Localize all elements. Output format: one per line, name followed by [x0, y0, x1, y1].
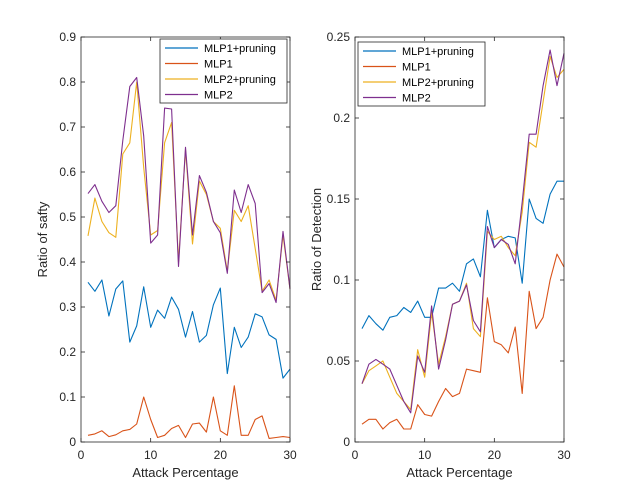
legend-entry: MLP2 — [402, 93, 431, 105]
axes-box — [80, 36, 291, 443]
series-line-mlp2 — [361, 49, 565, 414]
y-tick-label: 0.05 — [327, 354, 351, 368]
y-tick-label: 0 — [69, 435, 76, 449]
y-axis-label: Ratio of Detection — [309, 188, 324, 291]
legend: MLP1+pruning MLP1 MLP2+pruning MLP2 — [159, 38, 288, 104]
y-tick-label: 0.9 — [59, 30, 76, 44]
legend: MLP1+pruning MLP1 MLP2+pruning MLP2 — [357, 41, 486, 107]
legend-entry: MLP1+pruning — [402, 46, 474, 58]
y-axis-label: Ratio of safty — [35, 201, 50, 277]
series-line-mlp1-pruning — [361, 180, 564, 331]
series-line-mlp1 — [361, 253, 565, 430]
axes-box — [354, 36, 565, 443]
y-tick-label: 0.8 — [59, 75, 76, 89]
legend-entry: MLP2+pruning — [402, 77, 474, 89]
legend-entry: MLP1+pruning — [204, 43, 276, 55]
y-tick-label: 0.1 — [333, 273, 350, 287]
y-tick-label: 0 — [343, 435, 350, 449]
series-line-mlp1-pruning — [87, 279, 291, 379]
legend-entry: MLP1 — [402, 62, 431, 74]
x-tick-label: 10 — [418, 448, 432, 462]
x-tick-label: 0 — [352, 448, 359, 462]
legend-box — [357, 41, 486, 107]
series-line-mlp2 — [87, 76, 291, 304]
y-tick-label: 0.4 — [59, 255, 76, 269]
x-tick-label: 20 — [488, 448, 502, 462]
series-line-mlp2-pruning — [361, 55, 565, 411]
x-tick-label: 30 — [557, 448, 571, 462]
legend-entry: MLP2 — [204, 90, 233, 102]
chart-panel-2: 0 10 20 30 0 0.05 0.1 0.15 0.2 0.25 Attack Percent… — [309, 30, 571, 480]
x-tick-label: 10 — [144, 448, 158, 462]
x-tick-label: 0 — [78, 448, 85, 462]
legend-box — [159, 38, 288, 104]
x-tick-label: 20 — [214, 448, 228, 462]
y-tick-label: 0.25 — [327, 30, 351, 44]
y-tick-label: 0.5 — [59, 210, 76, 224]
y-tick-label: 0.7 — [59, 120, 76, 134]
y-tick-label: 0.6 — [59, 165, 76, 179]
x-axis-label: Attack Percentage — [132, 465, 238, 480]
y-tick-label: 0.15 — [327, 192, 351, 206]
series-line-mlp1 — [87, 385, 291, 439]
legend-entry: MLP1 — [204, 59, 233, 71]
x-axis-label: Attack Percentage — [406, 465, 512, 480]
y-tick-label: 0.1 — [59, 390, 76, 404]
y-tick-label: 0.2 — [333, 111, 350, 125]
legend-entry: MLP2+pruning — [204, 74, 276, 86]
y-tick-label: 0.3 — [59, 300, 76, 314]
y-tick-label: 0.2 — [59, 345, 76, 359]
x-tick-label: 30 — [283, 448, 297, 462]
chart-panel-1: 0 10 20 30 0 0.1 0.2 0.3 0.4 0.5 0.6 0.7 0.8 0.9 Attac… — [35, 30, 297, 480]
